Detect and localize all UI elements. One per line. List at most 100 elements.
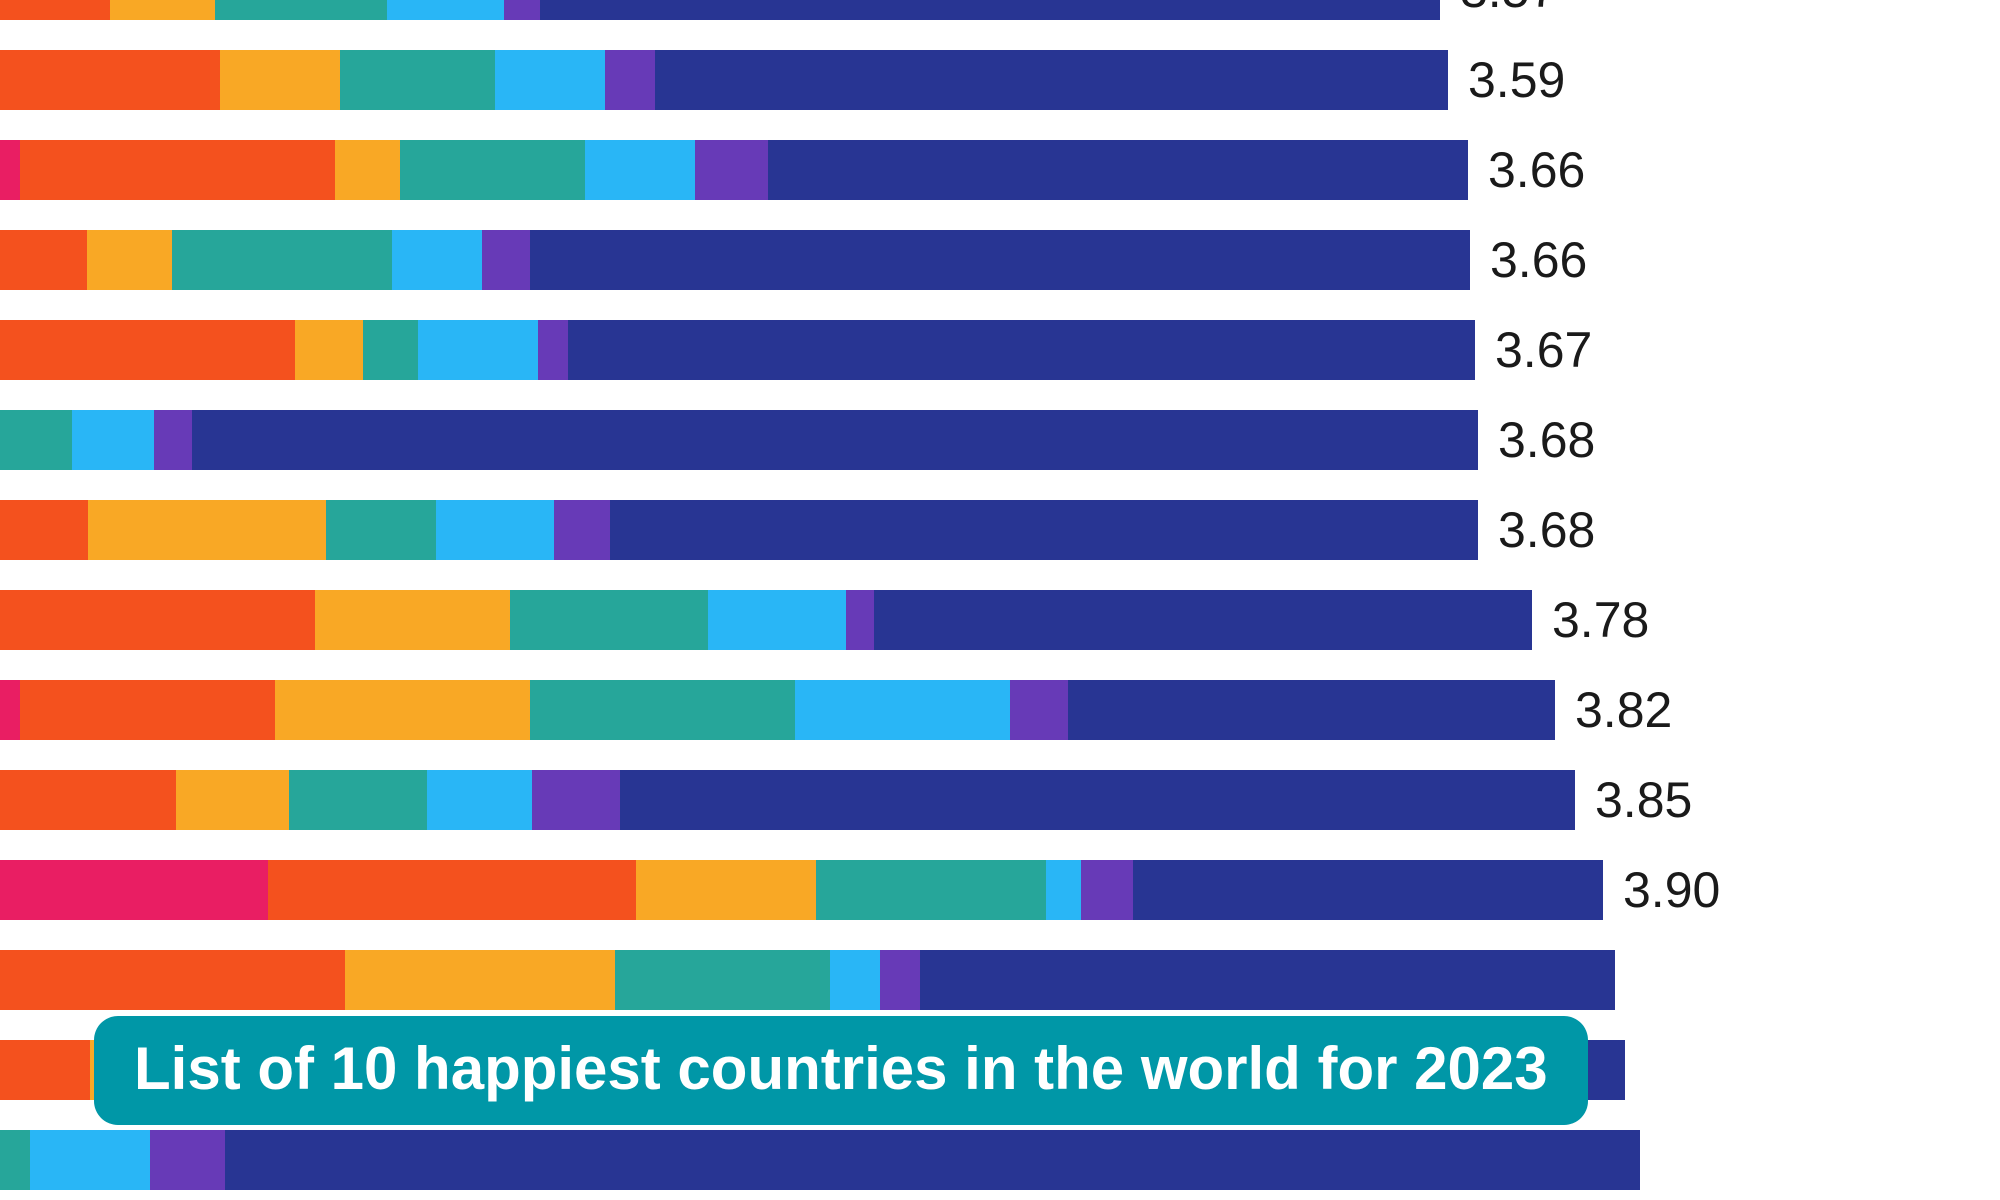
bar-segment (88, 500, 326, 560)
bar-segment (708, 590, 846, 650)
bar-segment (1068, 680, 1555, 740)
bar-segment (695, 140, 768, 200)
bar-value-label: 3.59 (1468, 51, 1565, 109)
bar-segment (610, 500, 1478, 560)
bar-segment (1081, 860, 1133, 920)
bar-segment (154, 410, 192, 470)
bar-segment (0, 0, 110, 20)
bar-value-label: 3.90 (1623, 861, 1720, 919)
bar-segment (220, 50, 340, 110)
bar-segment (295, 320, 363, 380)
bar-segment (315, 590, 510, 650)
chart-row: 3.67 (0, 320, 1592, 380)
stacked-bar (0, 770, 1575, 830)
bar-segment (192, 410, 1478, 470)
stacked-bar (0, 50, 1448, 110)
chart-row (0, 1130, 1640, 1190)
bar-segment (0, 590, 315, 650)
bar-segment (20, 140, 335, 200)
bar-segment (874, 590, 1532, 650)
bar-segment (275, 680, 530, 740)
bar-segment (880, 950, 920, 1010)
stacked-bar (0, 140, 1468, 200)
bar-segment (0, 1130, 30, 1190)
bar-segment (87, 230, 172, 290)
bar-segment (504, 0, 540, 20)
bar-segment (655, 50, 1448, 110)
chart-row: 3.68 (0, 500, 1595, 560)
bar-segment (1010, 680, 1068, 740)
bar-segment (0, 320, 295, 380)
stacked-bar (0, 590, 1532, 650)
bar-segment (150, 1130, 225, 1190)
bar-segment (0, 140, 20, 200)
stacked-bar (0, 1130, 1640, 1190)
bar-segment (636, 860, 816, 920)
bar-segment (72, 410, 154, 470)
stacked-bar (0, 320, 1475, 380)
chart-row (0, 950, 1615, 1010)
bar-segment (615, 950, 830, 1010)
stacked-bar (0, 230, 1470, 290)
bar-segment (1046, 860, 1081, 920)
bar-segment (340, 50, 495, 110)
bar-value-label: 3.85 (1595, 771, 1692, 829)
bar-segment (418, 320, 538, 380)
bar-segment (768, 140, 1468, 200)
bar-segment (605, 50, 655, 110)
stacked-bar (0, 950, 1615, 1010)
bar-segment (620, 770, 1575, 830)
bar-segment (268, 860, 636, 920)
bar-segment (920, 950, 1615, 1010)
chart-row: 3.66 (0, 230, 1587, 290)
bar-segment (326, 500, 436, 560)
bar-segment (482, 230, 530, 290)
stacked-bar (0, 680, 1555, 740)
chart-caption: List of 10 happiest countries in the wor… (94, 1016, 1588, 1125)
bar-segment (176, 770, 289, 830)
happiness-stacked-bar-chart: 3.57 3.59 3.66 3.66 3.67 3.68 3.68 3.78 3.82 3.85… (0, 0, 2000, 1200)
chart-row: 3.90 (0, 860, 1720, 920)
bar-segment (345, 950, 615, 1010)
bar-segment (0, 1040, 90, 1100)
stacked-bar (0, 860, 1603, 920)
bar-segment (436, 500, 554, 560)
bar-segment (816, 860, 1046, 920)
bar-value-label: 3.68 (1498, 501, 1595, 559)
bar-segment (0, 50, 220, 110)
bar-segment (510, 590, 708, 650)
chart-row: 3.68 (0, 410, 1595, 470)
bar-segment (20, 680, 275, 740)
bar-segment (289, 770, 427, 830)
bar-segment (427, 770, 532, 830)
chart-row: 3.57 (0, 0, 1557, 20)
bar-segment (400, 140, 585, 200)
bar-segment (538, 320, 568, 380)
bar-segment (530, 230, 1470, 290)
bar-value-label: 3.68 (1498, 411, 1595, 469)
bar-segment (335, 140, 400, 200)
bar-segment (540, 0, 1440, 20)
bar-segment (0, 860, 268, 920)
chart-row: 3.85 (0, 770, 1692, 830)
bar-segment (1133, 860, 1603, 920)
bar-segment (795, 680, 1010, 740)
bar-segment (0, 500, 88, 560)
bar-segment (0, 410, 72, 470)
bar-segment (495, 50, 605, 110)
bar-segment (30, 1130, 150, 1190)
chart-row: 3.82 (0, 680, 1672, 740)
stacked-bar (0, 500, 1478, 560)
chart-row: 3.78 (0, 590, 1649, 650)
stacked-bar (0, 0, 1440, 20)
bar-segment (387, 0, 504, 20)
chart-row: 3.66 (0, 140, 1585, 200)
bar-value-label: 3.82 (1575, 681, 1672, 739)
bar-segment (532, 770, 620, 830)
bar-segment (554, 500, 610, 560)
bar-segment (0, 230, 87, 290)
bar-segment (0, 950, 345, 1010)
bar-segment (0, 680, 20, 740)
bar-segment (215, 0, 387, 20)
bar-value-label: 3.67 (1495, 321, 1592, 379)
